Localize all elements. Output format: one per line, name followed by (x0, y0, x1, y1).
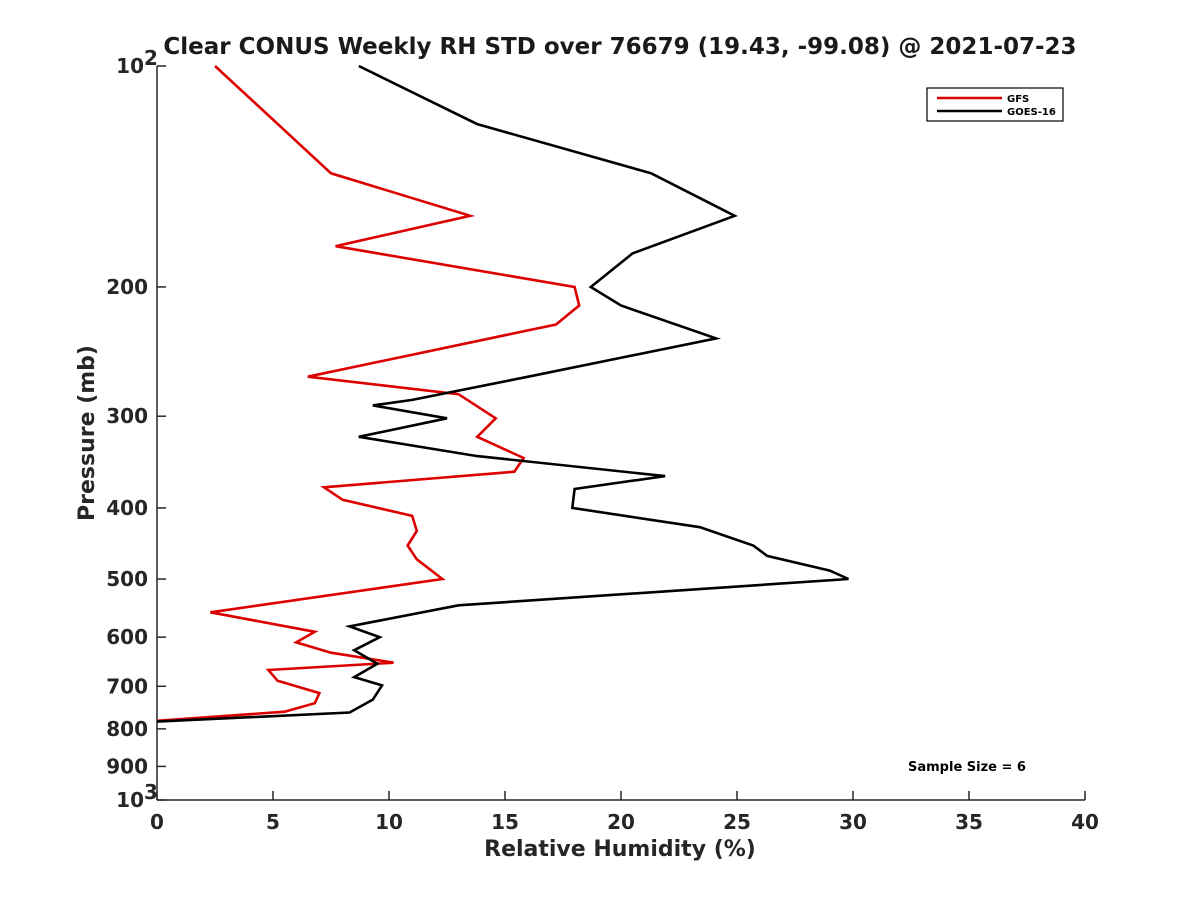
y-tick-label: 500 (106, 567, 148, 591)
y-tick-label: 600 (106, 625, 148, 649)
x-tick-label: 10 (375, 810, 403, 834)
chart-title: Clear CONUS Weekly RH STD over 76679 (19… (163, 34, 1076, 60)
series-lines (156, 64, 849, 723)
x-tick-label: 15 (491, 810, 519, 834)
series-line-gfs (156, 65, 581, 723)
y-tick-exponent: 3 (144, 780, 158, 804)
x-tick-label: 30 (839, 810, 867, 834)
sample-size-annotation: Sample Size = 6 (908, 760, 1026, 775)
y-axis-label: Pressure (mb) (75, 345, 100, 521)
x-tick-label: 5 (266, 810, 280, 834)
y-tick-label: 800 (106, 717, 148, 741)
y-tick-label: 200 (106, 275, 148, 299)
y-tick-label: 900 (106, 754, 148, 778)
y-tick-label: 400 (106, 496, 148, 520)
x-axis-ticks: 0 5 10 15 20 25 30 35 40 (150, 791, 1099, 834)
legend: GFS GOES-16 (926, 87, 1064, 122)
legend-label: GOES-16 (1007, 107, 1056, 118)
x-tick-label: 35 (955, 810, 983, 834)
legend-label: GFS (1007, 94, 1029, 105)
y-tick-label: 700 (106, 674, 148, 698)
x-tick-label: 0 (150, 810, 164, 834)
y-tick-label: 300 (106, 404, 148, 428)
x-axis-label: Relative Humidity (%) (484, 837, 756, 862)
x-tick-label: 40 (1071, 810, 1099, 834)
series-line-goes-16 (156, 64, 849, 723)
x-tick-label: 25 (723, 810, 751, 834)
x-tick-label: 20 (607, 810, 635, 834)
legend-box (926, 87, 1064, 122)
y-tick-label: 10 (116, 54, 144, 78)
y-tick-label: 10 (116, 788, 144, 812)
y-tick-exponent: 2 (144, 46, 158, 70)
